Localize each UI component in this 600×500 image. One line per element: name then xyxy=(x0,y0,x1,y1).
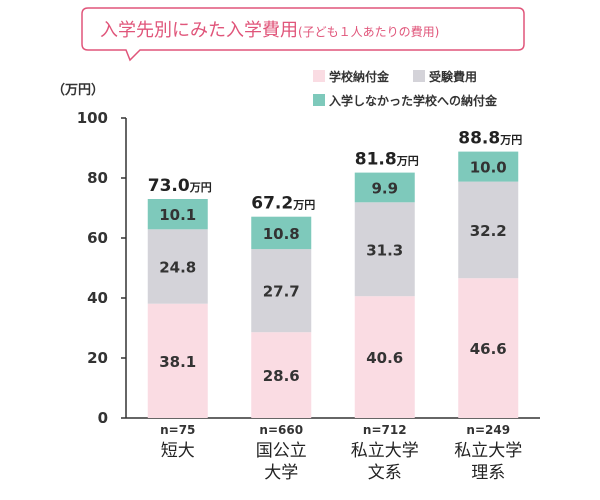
sample-size-1: n=660 xyxy=(259,423,303,437)
chart-title: 入学先別にみた入学費用 xyxy=(100,20,298,41)
data-label-exam-1: 27.7 xyxy=(263,283,300,301)
bar-segment-tuition-0 xyxy=(147,303,208,418)
category-label-3-line-1: 理系 xyxy=(471,463,505,483)
bar-segment-unused-1 xyxy=(251,216,312,250)
total-unit-0: 万円 xyxy=(189,181,212,194)
legend-label-unused: 入学しなかった学校への納付金 xyxy=(329,93,498,108)
category-label-1-line-0: 国公立 xyxy=(256,441,307,461)
legend-swatch-unused xyxy=(313,94,325,106)
data-label-exam-3: 32.2 xyxy=(470,222,507,240)
total-unit-3: 万円 xyxy=(499,134,522,147)
data-label-tuition-0: 38.1 xyxy=(159,353,196,371)
chart-title-text: 入学先別にみた入学費用(子ども１人あたりの費用) xyxy=(100,20,439,41)
legend-swatch-exam xyxy=(413,70,425,82)
data-label-exam-0: 24.8 xyxy=(159,259,196,277)
y-tick-label-40: 40 xyxy=(87,289,108,307)
legend-label-tuition: 学校納付金 xyxy=(329,69,390,84)
total-label-2: 81.8万円 xyxy=(355,150,419,170)
y-tick-label-0: 0 xyxy=(98,409,108,427)
title-banner: 入学先別にみた入学費用(子ども１人あたりの費用) xyxy=(81,7,525,62)
category-label-0-line-0: 短大 xyxy=(161,441,195,461)
data-label-unused-0: 10.1 xyxy=(159,206,196,224)
bar-segment-tuition-3 xyxy=(458,278,519,418)
bar-segment-unused-0 xyxy=(147,199,208,230)
data-label-tuition-2: 40.6 xyxy=(366,349,403,367)
category-label-2-line-1: 文系 xyxy=(368,463,402,483)
bar-segment-tuition-1 xyxy=(251,332,312,418)
data-label-tuition-3: 46.6 xyxy=(470,340,507,358)
bar-segment-exam-0 xyxy=(147,229,208,304)
y-tick-label-20: 20 xyxy=(87,349,108,367)
category-label-2-line-0: 私立大学 xyxy=(351,441,419,461)
y-tick-label-60: 60 xyxy=(87,229,108,247)
total-label-0: 73.0万円 xyxy=(148,176,212,196)
bar-segment-tuition-2 xyxy=(354,296,415,418)
bar-segment-exam-2 xyxy=(354,202,415,297)
y-tick-label-80: 80 xyxy=(87,169,108,187)
bar-segment-unused-2 xyxy=(354,172,415,203)
data-label-unused-2: 9.9 xyxy=(371,179,398,197)
y-axis-unit: （万円） xyxy=(52,82,104,98)
total-label-1: 67.2万円 xyxy=(251,194,315,214)
total-value-0: 73.0 xyxy=(148,176,190,196)
data-label-tuition-1: 28.6 xyxy=(263,367,300,385)
data-label-unused-3: 10.0 xyxy=(470,159,507,177)
total-value-2: 81.8 xyxy=(355,150,397,170)
total-value-3: 88.8 xyxy=(458,129,500,149)
chart-subtitle: (子ども１人あたりの費用) xyxy=(298,24,439,39)
sample-size-0: n=75 xyxy=(160,423,195,437)
bars: 38.124.810.173.0万円28.627.710.867.2万円40.6… xyxy=(147,129,522,418)
category-label-3-line-0: 私立大学 xyxy=(454,441,522,461)
sample-size-3: n=249 xyxy=(466,423,510,437)
bar-segment-exam-3 xyxy=(458,181,519,279)
data-label-unused-1: 10.8 xyxy=(263,225,300,243)
legend-label-exam: 受験費用 xyxy=(429,69,477,84)
total-unit-2: 万円 xyxy=(396,155,419,168)
category-label-1-line-1: 大学 xyxy=(264,463,298,483)
sample-size-2: n=712 xyxy=(363,423,407,437)
total-label-3: 88.8万円 xyxy=(458,129,522,149)
legend: 学校納付金 受験費用 入学しなかった学校への納付金 xyxy=(313,69,498,108)
total-unit-1: 万円 xyxy=(292,199,315,212)
bar-segment-exam-1 xyxy=(251,249,312,333)
bar-segment-unused-3 xyxy=(458,151,519,182)
data-label-exam-2: 31.3 xyxy=(366,241,403,259)
y-axis-ticks: 0 20 40 60 80 100 xyxy=(77,109,126,427)
total-value-1: 67.2 xyxy=(251,194,293,214)
y-tick-label-100: 100 xyxy=(77,109,108,127)
legend-swatch-tuition xyxy=(313,70,325,82)
title-banner-border xyxy=(81,7,525,62)
